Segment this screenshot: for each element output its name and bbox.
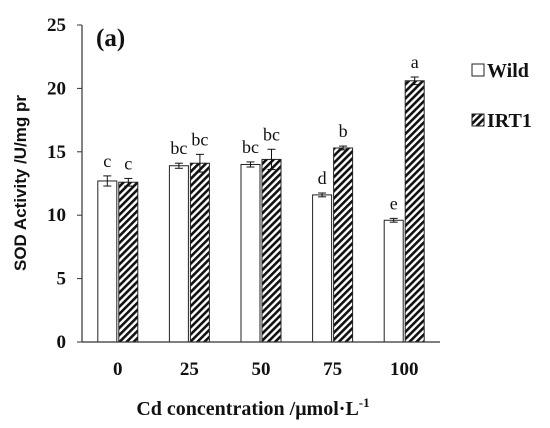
significance-letter: c xyxy=(124,153,132,173)
significance-letter: bc xyxy=(263,124,280,144)
bar-wild-25 xyxy=(168,165,189,343)
y-tick-label: 20 xyxy=(47,78,66,99)
y-tick-label: 10 xyxy=(47,205,66,226)
x-tick-label: 75 xyxy=(323,359,342,380)
legend: Wild IRT1 xyxy=(471,60,532,132)
bar-irt1-25 xyxy=(189,162,210,343)
significance-letter: e xyxy=(390,193,398,213)
x-axis-label: Cd concentration /μmol·L-1 xyxy=(136,395,369,420)
significance-letter: c xyxy=(103,151,111,171)
x-tick-label: 50 xyxy=(252,359,271,380)
significance-letter: bc xyxy=(242,137,259,157)
y-tick-label: 15 xyxy=(47,142,66,163)
significance-letter: bc xyxy=(191,129,208,149)
bar-wild-75 xyxy=(312,194,333,343)
significance-letter: a xyxy=(411,52,419,72)
x-tick-label: 100 xyxy=(390,359,419,380)
x-axis-label-superscript: -1 xyxy=(359,395,370,410)
significance-letter: bc xyxy=(170,138,187,158)
x-tick-label: 25 xyxy=(180,359,199,380)
legend-label-irt1: IRT1 xyxy=(487,110,532,132)
significance-letter: b xyxy=(339,121,348,141)
x-tick-label: 0 xyxy=(113,359,123,380)
legend-swatch-wild xyxy=(471,63,485,77)
bar-wild-100 xyxy=(383,219,404,343)
panel-label: (a) xyxy=(96,25,125,52)
y-axis-label: SOD Activity /U/mg pr xyxy=(11,95,30,271)
bar-irt1-0 xyxy=(118,181,139,343)
legend-swatch-irt1 xyxy=(471,113,485,127)
significance-letter: d xyxy=(318,168,327,188)
bar-irt1-50 xyxy=(261,158,282,343)
bar-wild-0 xyxy=(97,180,118,343)
y-tick-label: 0 xyxy=(57,332,67,353)
legend-label-wild: Wild xyxy=(487,60,529,82)
bar-irt1-100 xyxy=(404,80,425,343)
x-axis-label-text: Cd concentration /μmol·L xyxy=(136,398,358,420)
y-tick-label: 25 xyxy=(47,15,66,36)
bar-irt1-75 xyxy=(333,147,354,343)
bar-wild-50 xyxy=(240,163,261,343)
y-tick-label: 5 xyxy=(57,269,67,290)
